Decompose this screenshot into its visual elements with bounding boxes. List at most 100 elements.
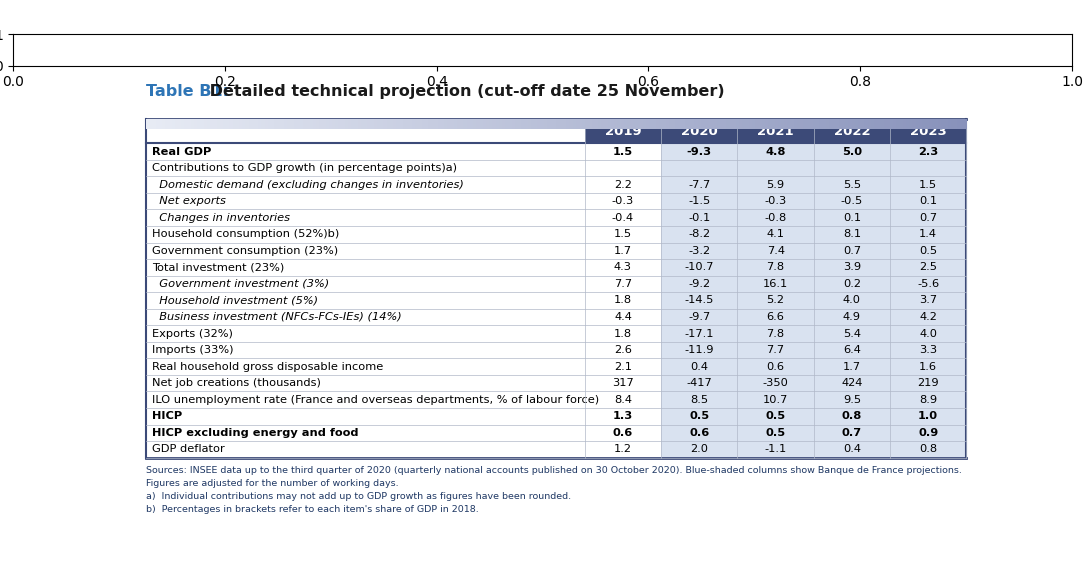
Bar: [890, 160, 967, 176]
Bar: [738, 243, 814, 259]
Bar: [738, 259, 814, 276]
Bar: [814, 276, 890, 292]
Text: 1.7: 1.7: [843, 361, 861, 372]
Text: 7.8: 7.8: [766, 262, 784, 272]
Text: 0.5: 0.5: [766, 411, 786, 421]
Bar: [661, 143, 738, 160]
Text: 2.1: 2.1: [614, 361, 631, 372]
Text: 1.7: 1.7: [614, 246, 631, 256]
Text: 1.4: 1.4: [919, 230, 937, 239]
Bar: [661, 441, 738, 457]
Bar: [585, 441, 661, 457]
Bar: [814, 193, 890, 210]
Bar: [585, 342, 661, 359]
Bar: [585, 193, 661, 210]
Text: 2022: 2022: [833, 124, 870, 138]
Bar: [738, 342, 814, 359]
Text: -0.3: -0.3: [612, 196, 634, 206]
Bar: [814, 176, 890, 193]
Text: 5.0: 5.0: [842, 147, 861, 156]
Bar: [661, 424, 738, 441]
Bar: [585, 143, 661, 160]
Text: -8.2: -8.2: [688, 230, 711, 239]
Text: Sources: INSEE data up to the third quarter of 2020 (quarterly national accounts: Sources: INSEE data up to the third quar…: [145, 465, 961, 475]
Bar: [145, 160, 585, 176]
Text: 317: 317: [612, 378, 634, 388]
Bar: [738, 359, 814, 375]
Text: Domestic demand (excluding changes in inventories): Domestic demand (excluding changes in in…: [152, 180, 463, 190]
Text: 0.5: 0.5: [919, 246, 937, 256]
Text: 9.5: 9.5: [843, 395, 861, 405]
Text: -3.2: -3.2: [688, 246, 711, 256]
Bar: [661, 342, 738, 359]
Bar: [585, 259, 661, 276]
Bar: [661, 375, 738, 392]
Bar: [814, 259, 890, 276]
Bar: [585, 226, 661, 243]
Bar: [585, 325, 661, 342]
Bar: [814, 441, 890, 457]
Bar: [738, 176, 814, 193]
Text: Changes in inventories: Changes in inventories: [152, 213, 290, 223]
Bar: [738, 424, 814, 441]
Bar: [814, 210, 890, 226]
Text: Contributions to GDP growth (in percentage points)a): Contributions to GDP growth (in percenta…: [152, 163, 457, 173]
Text: Table B1:: Table B1:: [145, 84, 229, 99]
Text: -0.4: -0.4: [612, 213, 634, 223]
Text: -1.1: -1.1: [765, 444, 787, 455]
Bar: [145, 359, 585, 375]
Text: Total investment (23%): Total investment (23%): [152, 262, 284, 272]
Bar: [585, 160, 661, 176]
Text: 3.9: 3.9: [843, 262, 861, 272]
Bar: [738, 375, 814, 392]
Text: 2019: 2019: [604, 124, 641, 138]
Text: 4.0: 4.0: [919, 328, 937, 339]
Bar: [738, 276, 814, 292]
Text: 7.8: 7.8: [766, 328, 784, 339]
Bar: [890, 210, 967, 226]
Text: 0.5: 0.5: [689, 411, 710, 421]
Text: Government investment (3%): Government investment (3%): [152, 279, 329, 289]
Bar: [890, 259, 967, 276]
Text: 4.9: 4.9: [843, 312, 860, 322]
Bar: [890, 226, 967, 243]
Bar: [661, 309, 738, 325]
Text: Real GDP: Real GDP: [152, 147, 210, 156]
Text: 6.6: 6.6: [767, 312, 784, 322]
Text: Net exports: Net exports: [152, 196, 226, 206]
Bar: [890, 292, 967, 309]
Bar: [738, 392, 814, 408]
Bar: [814, 243, 890, 259]
Text: 8.9: 8.9: [919, 395, 937, 405]
Bar: [890, 342, 967, 359]
Text: 1.5: 1.5: [613, 147, 633, 156]
Text: Business investment (NFCs-FCs-IEs) (14%): Business investment (NFCs-FCs-IEs) (14%): [152, 312, 401, 322]
Bar: [814, 342, 890, 359]
Bar: [814, 408, 890, 424]
Bar: [814, 375, 890, 392]
Text: -0.5: -0.5: [841, 196, 863, 206]
Text: Household consumption (52%)b): Household consumption (52%)b): [152, 230, 339, 239]
Text: 2.3: 2.3: [918, 147, 939, 156]
Bar: [661, 392, 738, 408]
Bar: [145, 342, 585, 359]
Text: 1.8: 1.8: [614, 295, 631, 305]
Text: 1.3: 1.3: [613, 411, 633, 421]
Text: -0.1: -0.1: [688, 213, 711, 223]
Text: -9.3: -9.3: [687, 147, 712, 156]
Text: Detailed technical projection (cut-off date 25 November): Detailed technical projection (cut-off d…: [204, 84, 725, 99]
Text: 2021: 2021: [757, 124, 794, 138]
Bar: [890, 143, 967, 160]
Bar: [145, 143, 585, 160]
Text: Real household gross disposable income: Real household gross disposable income: [152, 361, 383, 372]
Text: 0.2: 0.2: [843, 279, 860, 289]
Bar: [145, 176, 585, 193]
Bar: [814, 292, 890, 309]
Text: Household investment (5%): Household investment (5%): [152, 295, 318, 305]
Bar: [890, 408, 967, 424]
Text: 5.4: 5.4: [843, 328, 860, 339]
Text: 1.5: 1.5: [614, 230, 631, 239]
Bar: [814, 143, 890, 160]
Bar: [585, 176, 661, 193]
Text: -417: -417: [687, 378, 712, 388]
